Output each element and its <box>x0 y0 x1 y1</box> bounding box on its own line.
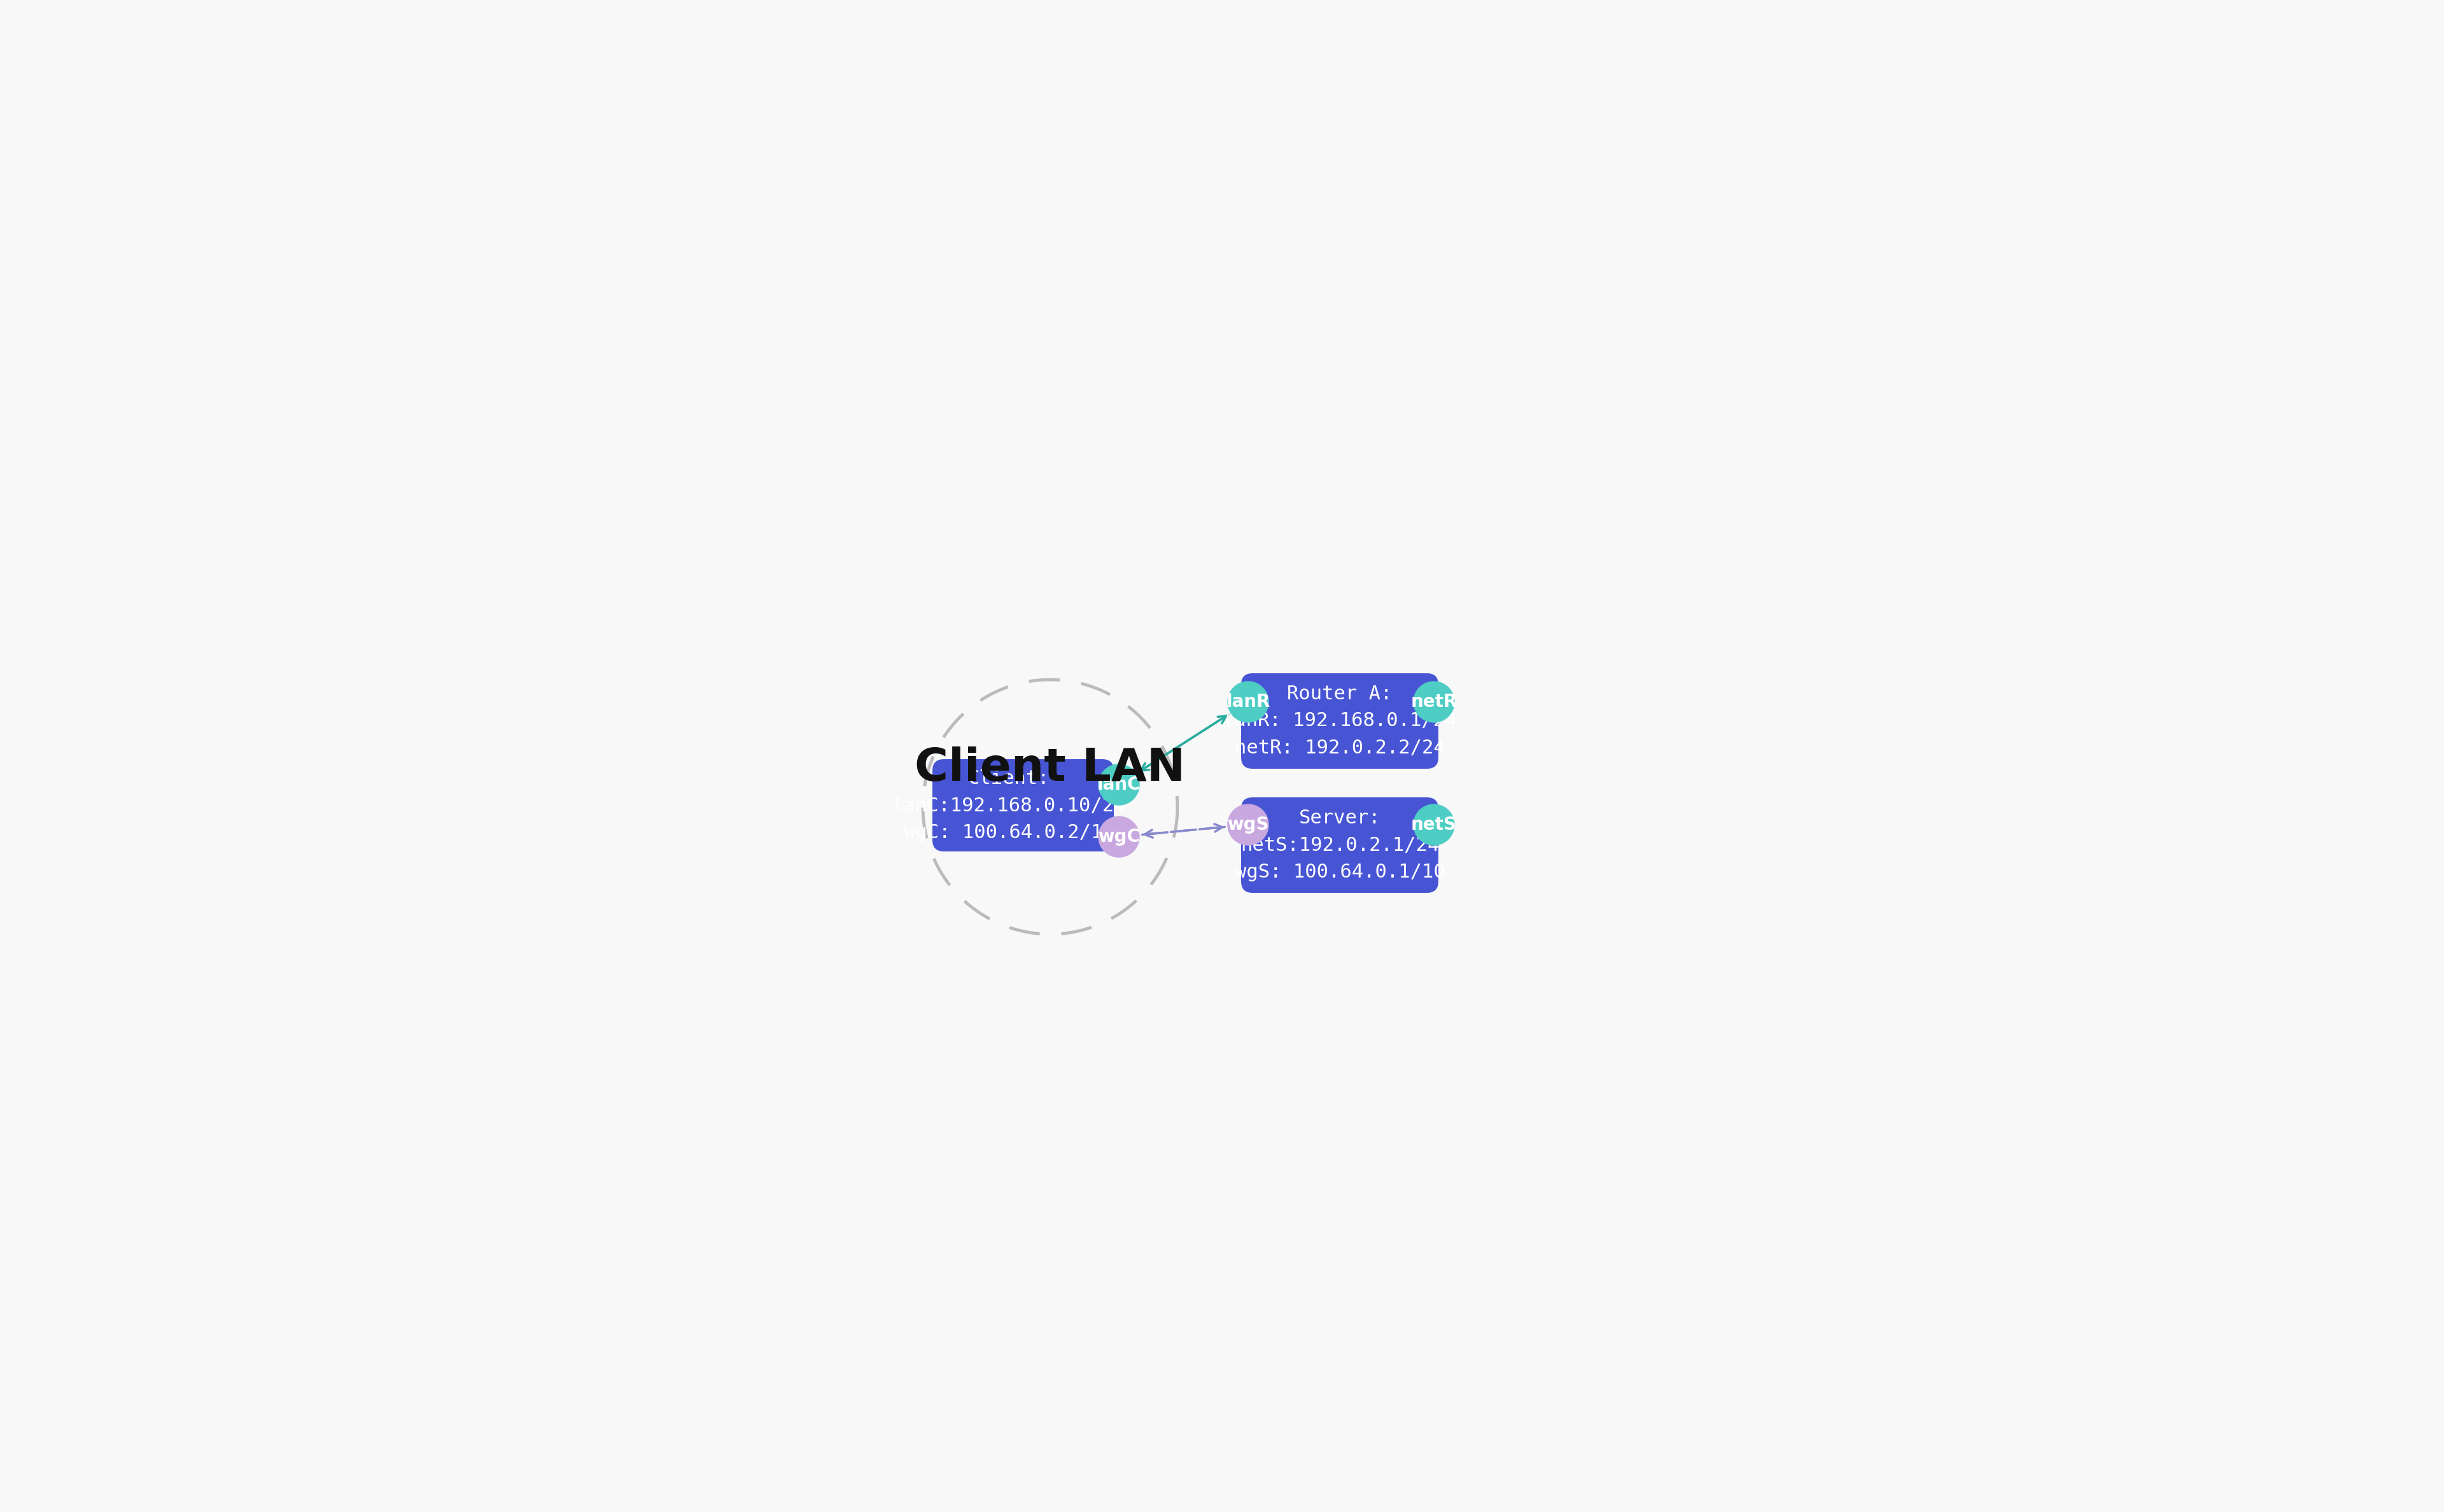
Circle shape <box>1227 682 1268 723</box>
FancyBboxPatch shape <box>934 759 1114 851</box>
Text: netR: netR <box>1410 692 1457 711</box>
Text: Client:
lanC:192.168.0.10/24
wgC: 100.64.0.2/10: Client: lanC:192.168.0.10/24 wgC: 100.64… <box>892 770 1127 842</box>
Text: lanC: lanC <box>1097 776 1141 794</box>
Text: Client LAN: Client LAN <box>914 747 1185 791</box>
Circle shape <box>1413 682 1454 723</box>
Text: Server:
netS:192.0.2.1/24
wgS: 100.64.0.1/10: Server: netS:192.0.2.1/24 wgS: 100.64.0.… <box>1234 809 1444 881</box>
Text: wgS: wgS <box>1227 816 1268 833</box>
Text: netS: netS <box>1410 816 1457 833</box>
Text: lanR: lanR <box>1227 692 1271 711</box>
Text: Router A:
lanR: 192.168.0.1/24
netR: 192.0.2.2/24: Router A: lanR: 192.168.0.1/24 netR: 192… <box>1222 685 1457 758</box>
Circle shape <box>1227 804 1268 845</box>
Text: wgC: wgC <box>1097 829 1139 845</box>
FancyBboxPatch shape <box>1242 797 1440 892</box>
FancyBboxPatch shape <box>1242 673 1440 768</box>
Circle shape <box>1413 804 1454 845</box>
Circle shape <box>1097 764 1139 804</box>
Circle shape <box>1097 816 1139 857</box>
